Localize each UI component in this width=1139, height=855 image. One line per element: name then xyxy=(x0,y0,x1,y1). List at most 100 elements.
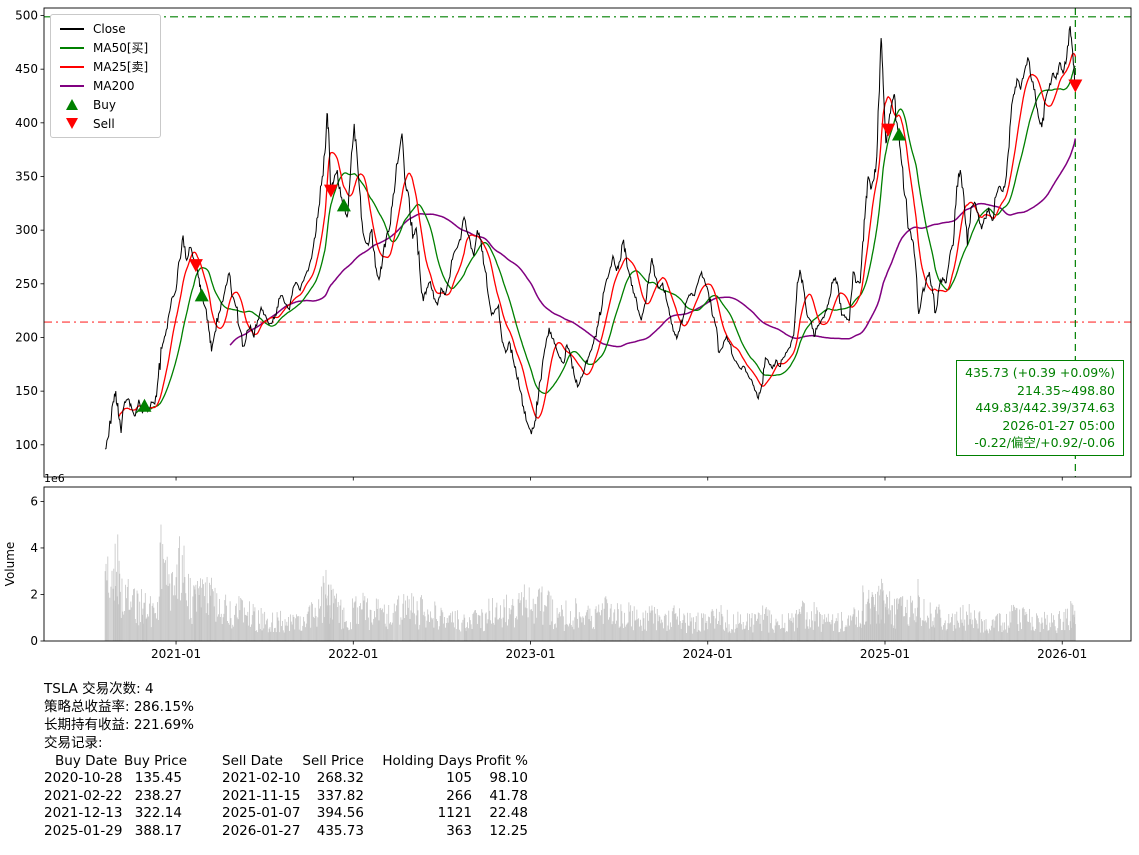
trade-col-header: Buy Date xyxy=(55,753,118,769)
ma200-line-swatch xyxy=(60,84,84,87)
volume-axis-label: Volume xyxy=(3,542,17,587)
legend-label: Sell xyxy=(93,116,115,131)
volume-scale-label: 1e6 xyxy=(44,472,65,485)
ma50-line-swatch xyxy=(60,46,84,49)
strategy-stats: TSLA 交易次数: 4 策略总收益率: 286.15% 长期持有收益: 221… xyxy=(44,680,528,839)
sell-marker xyxy=(323,184,338,198)
trade-col-header: Sell Price xyxy=(302,753,364,769)
trade-table-header: Buy Date Buy Price Sell Date Sell Price Hold… xyxy=(44,752,528,769)
date-tick-label: 2025-01 xyxy=(860,647,910,661)
legend-label: MA200 xyxy=(93,78,135,93)
trade-log-title: 交易记录: xyxy=(44,735,103,751)
annotation-date-line: 2026-01-27 05:00 xyxy=(1002,417,1115,433)
legend-label: Close xyxy=(93,21,126,36)
trade-cell: 2021-02-10 xyxy=(222,770,301,787)
trade-col-header: Sell Date xyxy=(222,753,283,769)
strategy-return-line: 策略总收益率: 286.15% xyxy=(44,699,194,715)
trade-cell: 2026-01-27 xyxy=(222,822,301,839)
trade-cell: 2025-01-07 xyxy=(222,805,301,822)
legend-item-ma50: MA50[买] xyxy=(60,40,148,55)
date-tick-label: 2026-01 xyxy=(1037,647,1087,661)
annotation-range-line: 214.35~498.80 xyxy=(1017,382,1115,398)
price-tick-label: 200 xyxy=(15,330,38,344)
buy-marker xyxy=(137,398,152,412)
annotation-signal-line: -0.22/偏空/+0.92/-0.06 xyxy=(974,435,1115,451)
trade-row: 2020-10-28 135.45 2021-02-10 268.32 105 98.10 xyxy=(44,769,528,786)
legend: Close MA50[买] MA25[卖] MA200 Buy Sell xyxy=(50,14,162,138)
trade-col-header: Holding Days xyxy=(382,753,472,769)
price-tick-label: 400 xyxy=(15,116,38,130)
trade-cell: 135.45 xyxy=(134,770,182,787)
trade-table: Buy Date Buy Price Sell Date Sell Price Hold… xyxy=(44,752,528,839)
date-tick-label: 2021-01 xyxy=(151,647,201,661)
price-tick-label: 500 xyxy=(15,9,38,23)
trade-row: 2021-12-13 322.14 2025-01-07 394.56 1121 22.4… xyxy=(44,804,528,821)
trade-cell: 266 xyxy=(446,787,472,804)
annotation-ma-line: 449.83/442.39/374.63 xyxy=(975,400,1115,416)
trade-cell: 12.25 xyxy=(489,822,528,839)
trade-cell: 394.56 xyxy=(316,805,364,822)
buy-swatch xyxy=(60,99,84,110)
stock-chart-svg: 100 150 200 250 300 350 400 450 500 0 2 4 6 2021-01 20… xyxy=(3,7,1132,661)
trade-count-line: TSLA 交易次数: 4 xyxy=(44,681,154,697)
legend-item-sell: Sell xyxy=(60,116,148,131)
buy-marker xyxy=(194,288,209,302)
legend-label: MA50[买] xyxy=(93,40,149,55)
trade-cell: 1121 xyxy=(437,805,472,822)
trade-cell: 2021-12-13 xyxy=(44,805,123,822)
legend-label: MA25[卖] xyxy=(93,59,149,74)
legend-item-ma25: MA25[卖] xyxy=(60,59,148,74)
trade-cell: 2021-02-22 xyxy=(44,787,123,804)
volume-axes xyxy=(43,486,1132,642)
trade-cell: 322.14 xyxy=(134,805,182,822)
trade-cell: 2025-01-29 xyxy=(44,822,123,839)
ma50-line xyxy=(135,65,1076,414)
trade-cell: 2020-10-28 xyxy=(44,770,123,787)
sell-swatch xyxy=(60,118,84,129)
price-tick-label: 150 xyxy=(15,384,38,398)
trade-cell: 105 xyxy=(446,770,472,787)
trade-cell: 268.32 xyxy=(316,770,364,787)
date-tick-label: 2023-01 xyxy=(505,647,555,661)
hold-return-line: 长期持有收益: 221.69% xyxy=(44,717,194,733)
annotation-price-line: 435.73 (+0.39 +0.09%) xyxy=(965,365,1115,380)
trade-cell: 388.17 xyxy=(134,822,182,839)
volume-bars xyxy=(104,524,1076,641)
sell-marker xyxy=(1068,79,1083,93)
ma25-line-swatch xyxy=(60,65,84,68)
close-price-line xyxy=(104,26,1076,450)
volume-tick-label: 0 xyxy=(30,634,38,648)
price-tick-label: 250 xyxy=(15,277,38,291)
trade-cell: 435.73 xyxy=(316,822,364,839)
trade-cell: 337.82 xyxy=(316,787,364,804)
price-axes xyxy=(43,7,1132,478)
trade-cell: 22.48 xyxy=(489,805,528,822)
date-tick-label: 2024-01 xyxy=(683,647,733,661)
volume-tick-label: 4 xyxy=(30,541,38,555)
price-tick-label: 300 xyxy=(15,223,38,237)
volume-tick-label: 6 xyxy=(30,494,38,508)
trade-col-header: Profit % xyxy=(475,753,528,769)
price-tick-label: 350 xyxy=(15,169,38,183)
date-tick-label: 2022-01 xyxy=(328,647,378,661)
sell-marker xyxy=(881,123,896,137)
trade-cell: 41.78 xyxy=(489,787,528,804)
price-tick-label: 450 xyxy=(15,62,38,76)
sell-triangle-icon xyxy=(66,118,78,129)
buy-triangle-icon xyxy=(66,99,78,110)
trade-cell: 363 xyxy=(446,822,472,839)
trade-cell: 98.10 xyxy=(489,770,528,787)
legend-item-buy: Buy xyxy=(60,97,148,112)
trade-cell: 2021-11-15 xyxy=(222,787,301,804)
legend-item-close: Close xyxy=(60,21,148,36)
price-tick-label: 100 xyxy=(15,438,38,452)
ma25-line xyxy=(118,52,1076,419)
ma200-line xyxy=(229,138,1077,348)
trade-cell: 238.27 xyxy=(134,787,182,804)
close-line-swatch xyxy=(60,27,84,30)
legend-item-ma200: MA200 xyxy=(60,78,148,93)
volume-tick-label: 2 xyxy=(30,587,38,601)
trade-row: 2025-01-29 388.17 2026-01-27 435.73 363 12.25 xyxy=(44,822,528,839)
buy-marker xyxy=(336,198,351,212)
